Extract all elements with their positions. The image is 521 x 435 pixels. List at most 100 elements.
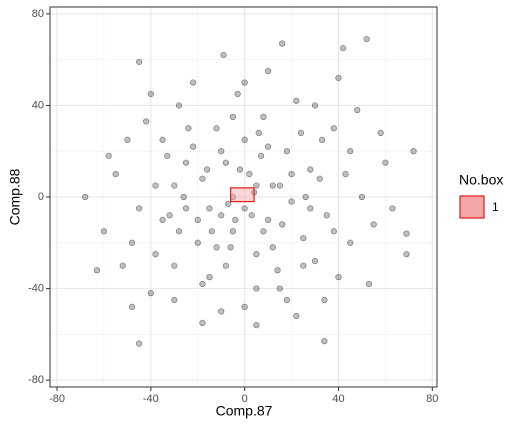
legend-label: 1 xyxy=(492,200,499,214)
point xyxy=(225,200,232,207)
point xyxy=(82,193,89,201)
point xyxy=(257,152,265,159)
point xyxy=(347,239,354,246)
point xyxy=(248,212,255,219)
point xyxy=(218,148,225,155)
y-tick-label: -80 xyxy=(28,374,44,386)
point xyxy=(232,216,239,223)
point xyxy=(185,125,192,132)
point xyxy=(297,129,305,137)
x-tick-label: -80 xyxy=(49,393,65,405)
point xyxy=(321,296,328,304)
point xyxy=(279,40,286,47)
point xyxy=(370,221,377,228)
point xyxy=(227,244,234,251)
point xyxy=(143,118,150,125)
point xyxy=(253,322,260,329)
point xyxy=(253,285,260,292)
point xyxy=(229,228,237,235)
point xyxy=(377,129,384,137)
x-axis-label: Comp.87 xyxy=(216,403,273,419)
point xyxy=(241,136,248,143)
panel-border xyxy=(49,6,438,388)
point xyxy=(147,290,154,297)
point xyxy=(128,303,136,310)
point xyxy=(288,198,295,205)
point xyxy=(171,262,178,269)
point xyxy=(180,193,187,201)
point xyxy=(159,216,166,223)
point xyxy=(112,171,119,178)
point xyxy=(241,79,248,86)
point xyxy=(316,175,323,182)
point xyxy=(265,67,272,75)
point xyxy=(269,182,276,189)
box xyxy=(230,187,255,203)
point xyxy=(152,251,159,258)
point xyxy=(365,280,373,288)
point xyxy=(347,148,354,155)
point xyxy=(260,228,267,235)
legend-title: No.box xyxy=(459,172,503,188)
y-axis-label: Comp.88 xyxy=(7,168,23,225)
point xyxy=(307,166,314,173)
point xyxy=(274,267,281,274)
point xyxy=(222,262,230,269)
point xyxy=(206,205,213,212)
point xyxy=(276,285,283,292)
point xyxy=(199,319,206,327)
point xyxy=(175,102,183,109)
point xyxy=(300,262,307,269)
point xyxy=(218,308,225,315)
point xyxy=(389,205,396,212)
y-tick-label: 80 xyxy=(32,8,44,20)
point xyxy=(342,171,349,178)
point xyxy=(410,148,417,155)
point xyxy=(255,129,262,137)
point xyxy=(136,340,143,347)
point xyxy=(241,205,248,212)
point xyxy=(199,280,206,288)
point xyxy=(279,221,286,228)
x-tick-label: 0 xyxy=(242,393,248,405)
point xyxy=(136,58,143,66)
point xyxy=(300,235,307,242)
legend-key xyxy=(459,195,485,219)
point xyxy=(105,152,112,159)
x-tick-label: -40 xyxy=(143,393,159,405)
point xyxy=(128,239,136,246)
point xyxy=(340,45,347,52)
point xyxy=(293,97,300,104)
point xyxy=(171,182,178,189)
point xyxy=(403,251,410,258)
point xyxy=(234,90,241,98)
point xyxy=(403,230,410,237)
point xyxy=(100,228,108,235)
point xyxy=(311,257,319,265)
point xyxy=(93,267,101,274)
point xyxy=(253,251,260,258)
point xyxy=(323,212,330,219)
point xyxy=(124,136,131,143)
point xyxy=(182,205,190,212)
point xyxy=(335,74,342,82)
point xyxy=(164,152,171,159)
point xyxy=(152,182,159,189)
point xyxy=(189,79,197,86)
point xyxy=(318,136,326,143)
point xyxy=(182,159,190,166)
point xyxy=(382,159,389,166)
point xyxy=(253,182,260,189)
point xyxy=(283,148,290,155)
point xyxy=(288,171,295,178)
point xyxy=(307,205,314,212)
point xyxy=(194,216,201,223)
point xyxy=(199,175,206,182)
point xyxy=(321,338,328,345)
point xyxy=(246,171,253,178)
point xyxy=(358,193,366,201)
y-tick-label: 40 xyxy=(32,99,44,111)
x-tick-label: 40 xyxy=(332,393,344,405)
